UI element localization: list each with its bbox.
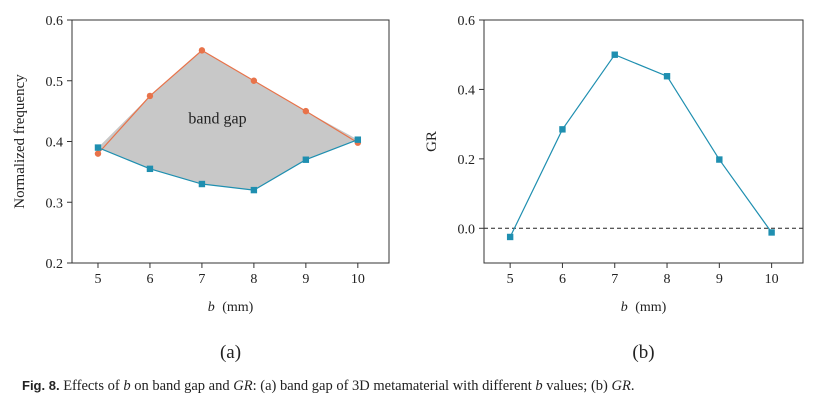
panel-b-markers xyxy=(506,51,775,241)
y-tick-label: 0.6 xyxy=(46,14,64,29)
lower-series-point xyxy=(198,180,206,188)
panel-b-frame xyxy=(483,19,804,264)
caption-part: . xyxy=(630,378,635,394)
caption-part: Effects of xyxy=(59,378,124,394)
lower-series-point xyxy=(146,165,154,173)
chart-panel-b: 5 6 7 8 9 10 0.0 0.2 0.4 0.6 b (mm) GR (b) xyxy=(424,14,804,363)
upper-series-point xyxy=(94,150,102,157)
caption-part: on band gap and xyxy=(130,378,234,394)
panel-b-label: (b) xyxy=(632,342,654,363)
y-tick-label: 0.6 xyxy=(458,14,476,29)
y-tick-label: 0.2 xyxy=(458,153,476,168)
lower-series-point xyxy=(250,186,258,194)
panel-a-markers xyxy=(94,47,362,194)
upper-series-point xyxy=(198,47,206,54)
x-tick-label: 6 xyxy=(146,272,153,287)
lower-series-point xyxy=(94,144,102,151)
panel-b-y-axis-label: GR xyxy=(424,131,440,152)
caption-part: : (a) band gap of 3D metamaterial with d… xyxy=(252,378,536,394)
lower-series-line xyxy=(97,139,359,191)
caption-body: Effects of b on band gap and GR: (a) ban… xyxy=(59,378,635,394)
chart-panel-a: 5 6 7 8 9 10 0.20.30.40.50.6 band gap b (mm) … xyxy=(12,14,390,363)
figure-caption: Fig. 8. Effects of b on band gap and GR:… xyxy=(22,378,812,395)
figure-canvas: 5 6 7 8 9 10 0.20.30.40.50.6 band gap b (mm) … xyxy=(12,14,804,363)
gr-series-point xyxy=(716,156,723,163)
y-tick-label: 0.4 xyxy=(46,136,64,151)
caption-part: b xyxy=(123,378,131,394)
y-tick-label: 0.0 xyxy=(458,222,476,237)
gr-series-point xyxy=(611,51,618,58)
panel-b-x-axis-label: b (mm) xyxy=(621,300,667,315)
band-gap-annotation: band gap xyxy=(188,110,246,127)
caption-part: values; (b) xyxy=(542,378,612,394)
y-tick-label: 0.4 xyxy=(458,83,476,98)
panel-b-x-ticks: 5 6 7 8 9 10 xyxy=(507,263,779,287)
x-label-unit: (mm) xyxy=(635,300,666,315)
gr-series-point xyxy=(559,126,566,133)
caption-part: b xyxy=(535,378,543,394)
x-tick-label: 7 xyxy=(198,272,205,287)
upper-series-point xyxy=(302,107,310,115)
x-tick-label: 5 xyxy=(507,272,514,287)
gr-series-point xyxy=(768,229,775,236)
caption-part: GR xyxy=(611,378,631,394)
gr-series-point xyxy=(506,233,514,241)
caption-part: GR xyxy=(233,378,253,394)
lower-series-point xyxy=(354,136,362,143)
panel-a-x-ticks: 5 6 7 8 9 10 xyxy=(94,263,365,287)
panel-b-y-ticks: 0.0 0.2 0.4 0.6 xyxy=(458,14,484,237)
panel-a-label: (a) xyxy=(220,342,241,363)
lower-series-point xyxy=(302,156,310,163)
x-tick-label: 5 xyxy=(94,272,101,287)
x-tick-label: 8 xyxy=(664,272,671,287)
panel-a-y-ticks: 0.2 0.3 0.4 0.5 0.6 xyxy=(46,14,72,272)
upper-series-point xyxy=(146,92,154,100)
x-tick-label: 6 xyxy=(559,272,566,287)
gr-series-line xyxy=(509,53,773,238)
y-tick-label: 0.2 xyxy=(46,257,64,272)
gr-series-point xyxy=(663,73,671,80)
x-tick-label: 7 xyxy=(611,272,618,287)
upper-series-line xyxy=(97,49,359,155)
panel-a-y-axis-label: Normalized frequency xyxy=(12,74,28,209)
x-tick-label: 9 xyxy=(716,272,723,287)
x-label-unit: (mm) xyxy=(222,300,253,315)
x-tick-label: 10 xyxy=(765,272,779,287)
x-label-variable: b xyxy=(208,300,215,315)
x-tick-label: 8 xyxy=(250,272,257,287)
y-tick-label: 0.5 xyxy=(46,75,64,90)
x-label-variable: b xyxy=(621,300,628,315)
caption-figure-label: Fig. 8. xyxy=(22,378,60,393)
upper-series-point xyxy=(250,77,258,84)
y-tick-label: 0.3 xyxy=(46,196,64,211)
x-tick-label: 10 xyxy=(351,272,365,287)
x-tick-label: 9 xyxy=(302,272,309,287)
panel-a-x-axis-label: b (mm) xyxy=(208,300,254,315)
